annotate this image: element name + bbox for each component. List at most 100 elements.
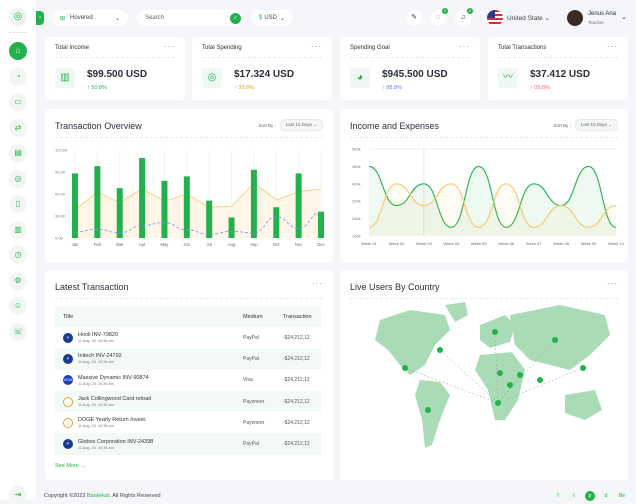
user-name[interactable]: Jenus Ana (588, 11, 617, 17)
expenses-area (369, 183, 616, 236)
y-tick-label: 120.00 (55, 148, 68, 153)
transaction-name: Hooli INV-79820 (78, 332, 119, 339)
social-icon-2[interactable]: p (585, 491, 595, 501)
user-icon: ☺ (13, 301, 23, 310)
logout-icon[interactable]: ⇥ (9, 486, 27, 504)
stat-change: ↑ 88.8% (382, 85, 402, 91)
x-tick-label: Week 03 (416, 241, 432, 246)
social-label: Be (618, 493, 626, 499)
stat-title: Spending Goal (350, 45, 390, 51)
stat-title: Total Spending (202, 45, 242, 51)
more-icon[interactable]: ··· (312, 279, 323, 288)
sidebar-item-transfer-icon[interactable]: ⇄ (9, 118, 27, 137)
y-tick-label: 30.00 (55, 214, 66, 219)
transaction-medium: PayPal (243, 334, 259, 341)
bell-icon[interactable]: ♫ 2 (455, 8, 473, 26)
sidebar-item-wallet-icon[interactable]: ▤ (9, 144, 27, 162)
sort-select[interactable]: Last 15 Days ⌄ (279, 119, 323, 131)
sort-select[interactable]: Last 15 Days ⌄ (574, 119, 618, 131)
transaction-amount: -$24,212,12 (283, 377, 310, 384)
sort-value: Last 15 Days (580, 122, 607, 127)
table-row[interactable]: VISA Massive Dynamic INV-90874 11 Aug, 24.… (55, 370, 321, 391)
country-select[interactable]: United State ⌄ (507, 15, 551, 22)
messages-icon[interactable]: ◌ 2 (430, 8, 448, 26)
y-tick-label: 90.00 (55, 170, 66, 175)
see-more-link[interactable]: See More → (55, 463, 86, 469)
sidebar-item-home-icon[interactable]: ⌂ (9, 42, 27, 60)
divider (350, 137, 618, 138)
social-icon-3[interactable]: d (601, 491, 611, 501)
avatar[interactable] (567, 10, 583, 26)
social-icon-4[interactable]: Be (617, 491, 627, 501)
search-icon[interactable]: ⌕ (230, 12, 241, 24)
currency-select[interactable]: $ USD ⌄ (251, 10, 293, 26)
transaction-amount: -$24,212,12 (275, 390, 321, 413)
more-icon[interactable]: ··· (607, 42, 618, 51)
search-placeholder: Search (145, 15, 165, 21)
south-america (415, 380, 450, 448)
copyright-prefix: Copyright ©2023 (44, 493, 87, 499)
sidebar-item-piggy-bank-icon[interactable]: ◔ (9, 67, 27, 86)
user-location-dot (425, 407, 431, 413)
social-icon-1[interactable]: t (569, 491, 579, 501)
x-tick-label: Week 06 (498, 241, 514, 246)
y-tick-label: 560k (352, 147, 361, 152)
country-value: United State (507, 15, 543, 22)
y-tick-label: 60.00 (55, 192, 66, 197)
transaction-medium: Payoneer (243, 419, 265, 426)
search-input[interactable]: Search ⌕ (137, 10, 243, 26)
transaction-name: DOGE Yearly Return Invest. (78, 417, 147, 424)
home-icon: ⌂ (15, 46, 21, 55)
x-tick-label: Week 05 (471, 241, 487, 246)
brand-link[interactable]: BankHub (86, 493, 110, 499)
logo-icon[interactable]: ◎ (9, 8, 27, 26)
sidebar-item-document-icon[interactable]: ▯ (9, 195, 27, 213)
sidebar-item-chart-icon[interactable]: ▥ (9, 220, 27, 239)
table-row[interactable]: P Hooli INV-79820 11 Aug, 24. 10:36 am Pay… (55, 327, 321, 348)
x-tick-label: Sep (250, 242, 258, 247)
table-row[interactable]: P Initech INV-24792 11 Aug, 24. 10:36 am P… (55, 348, 321, 370)
transaction-name: Globex Corporation INV-24398 (78, 438, 154, 445)
user-role: Teacher (588, 20, 605, 25)
column-header: Transaction (275, 307, 321, 327)
user-location-dot (552, 337, 558, 343)
view-select[interactable]: ⊞ Hovered ⌄ (52, 10, 128, 26)
more-icon[interactable]: ··· (459, 42, 470, 51)
spending-line (74, 182, 322, 211)
transaction-medium: Visa (243, 377, 253, 384)
asia (510, 305, 610, 370)
sidebar-item-card-icon[interactable]: ▭ (9, 93, 27, 111)
social-icon-0[interactable]: f (553, 491, 563, 501)
transaction-date: 11 Aug, 24. 10:36 am (78, 381, 114, 386)
more-icon[interactable]: ··· (311, 42, 322, 51)
paypal-logo-icon: P (63, 353, 73, 364)
sidebar-item-support-icon[interactable]: ☏ (9, 322, 27, 341)
x-tick-label: Week 02 (389, 241, 405, 246)
sidebar-item-settings-icon[interactable]: ⚙ (9, 271, 27, 290)
table-row[interactable]: P Globex Corporation INV-24398 11 Aug, 24.… (55, 433, 321, 455)
more-icon[interactable]: ··· (607, 279, 618, 288)
x-tick-label: Week 10 (608, 241, 624, 246)
income-area (369, 166, 616, 236)
sidebar-item-user-icon[interactable]: ☺ (9, 297, 27, 315)
chevron-down-icon[interactable]: ⌄ (621, 14, 627, 21)
sidebar-item-coins-icon[interactable]: ◎ (9, 169, 27, 188)
table-row[interactable]: ◌ DOGE Yearly Return Invest. 11 Aug, 24. 1… (55, 412, 321, 433)
more-icon[interactable]: ··· (164, 42, 175, 51)
sidebar-item-clock-icon[interactable]: ◷ (9, 246, 27, 264)
x-tick-label: Week 08 (553, 241, 569, 246)
link-icon[interactable]: ✎ (406, 10, 422, 26)
stat-change: ↑ 09.8% (530, 85, 550, 91)
clock-icon: ◷ (14, 250, 22, 259)
sort-label: Sort By : (258, 122, 276, 128)
copyright-suffix: . All Rights Reserved (109, 493, 161, 499)
x-tick-label: Week 01 (361, 241, 377, 246)
user-location-dot (495, 400, 501, 406)
view-select-value: Hovered (70, 15, 93, 21)
world-map (375, 302, 610, 448)
column-header: Medium (235, 307, 275, 327)
sidebar-toggle-button[interactable]: › (36, 11, 44, 25)
x-tick-label: Apr (139, 242, 146, 247)
divider (350, 298, 618, 299)
table-row[interactable]: ◌ Jack Collingwood Card reload 11 Aug, 24.… (55, 390, 321, 413)
